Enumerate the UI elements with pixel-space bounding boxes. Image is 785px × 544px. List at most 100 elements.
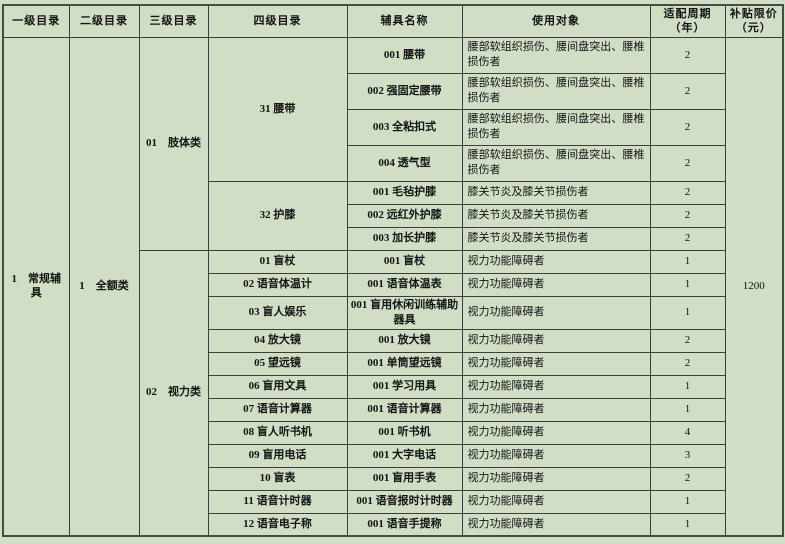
cell-device-name: 001 语音计算器 — [346, 397, 463, 422]
cell-device-name: 001 学习用具 — [346, 374, 463, 399]
cell-subsidy-limit: 1200 — [724, 36, 784, 537]
cell-adaptation-period: 2 — [649, 108, 726, 146]
cell-usage-target: 腰部软组织损伤、腰间盘突出、腰椎损伤者 — [461, 72, 651, 110]
cell-device-name: 001 盲杖 — [346, 249, 463, 274]
header-subsidy-limit-line1: 补贴限价 — [729, 8, 778, 20]
cell-level4-catalog: 03 盲人娱乐 — [207, 295, 348, 330]
cell-level4-catalog: 31 腰带 — [207, 36, 348, 182]
cell-level4-catalog: 05 望远镜 — [207, 351, 348, 376]
cell-adaptation-period: 2 — [649, 328, 726, 353]
cell-usage-target: 视力功能障碍者 — [461, 272, 651, 297]
cell-usage-target: 膝关节炎及膝关节损伤者 — [461, 226, 651, 251]
cell-device-name: 003 加长护膝 — [346, 226, 463, 251]
cell-level4-catalog: 01 盲杖 — [207, 249, 348, 274]
cell-device-name: 004 透气型 — [346, 144, 463, 182]
table-row: 07 语音计算器 001 语音计算器 视力功能障碍者 1 — [3, 397, 783, 422]
cell-adaptation-period: 2 — [649, 180, 726, 205]
cell-adaptation-period: 2 — [649, 226, 726, 251]
cell-adaptation-period: 1 — [649, 489, 726, 514]
cell-usage-target: 视力功能障碍者 — [461, 295, 651, 330]
cell-device-name: 001 毛毡护膝 — [346, 180, 463, 205]
table-row: 004 透气型 腰部软组织损伤、腰间盘突出、腰椎损伤者 2 — [3, 144, 783, 182]
table-row: 32 护膝 001 毛毡护膝 膝关节炎及膝关节损伤者 2 — [3, 180, 783, 251]
cell-device-name: 001 放大镜 — [346, 328, 463, 353]
cell-adaptation-period: 2 — [649, 351, 726, 376]
cell-level4-catalog: 06 盲用文具 — [207, 374, 348, 399]
table-row: 002 远红外护膝 膝关节炎及膝关节损伤者 2 — [3, 203, 783, 228]
header-level3-catalog: 三级目录 — [138, 4, 209, 38]
cell-device-name: 002 远红外护膝 — [346, 203, 463, 228]
cell-usage-target: 视力功能障碍者 — [461, 351, 651, 376]
cell-level2-catalog: 1 全额类 — [68, 36, 140, 537]
cell-adaptation-period: 1 — [649, 512, 726, 537]
cell-level4-catalog: 08 盲人听书机 — [207, 420, 348, 445]
table-row: 002 强固定腰带 腰部软组织损伤、腰间盘突出、腰椎损伤者 2 — [3, 72, 783, 110]
table-row: 02 视力类 01 盲杖 001 盲杖 视力功能障碍者 1 — [3, 249, 783, 537]
cell-device-name: 001 语音报时计时器 — [346, 489, 463, 514]
cell-adaptation-period: 2 — [649, 144, 726, 182]
header-adaptation-period-line1: 适配周期 — [663, 8, 712, 20]
cell-usage-target: 视力功能障碍者 — [461, 420, 651, 445]
header-usage-target: 使用对象 — [461, 4, 651, 38]
cell-adaptation-period: 1 — [649, 295, 726, 330]
table-row: 02 语音体温计 001 语音体温表 视力功能障碍者 1 — [3, 272, 783, 297]
cell-level3-vision-category: 02 视力类 — [138, 249, 209, 537]
cell-device-name: 001 语音手提称 — [346, 512, 463, 537]
header-subsidy-limit-line2: （元） — [735, 22, 772, 35]
cell-usage-target: 视力功能障碍者 — [461, 512, 651, 537]
cell-level4-catalog: 04 放大镜 — [207, 328, 348, 353]
header-adaptation-period-line2: （年） — [669, 22, 706, 35]
cell-level4-catalog: 32 护膝 — [207, 180, 348, 251]
cell-usage-target: 腰部软组织损伤、腰间盘突出、腰椎损伤者 — [461, 144, 651, 182]
cell-usage-target: 视力功能障碍者 — [461, 328, 651, 353]
cell-level4-catalog: 11 语音计时器 — [207, 489, 348, 514]
cell-adaptation-period: 1 — [649, 374, 726, 399]
cell-adaptation-period: 2 — [649, 36, 726, 74]
header-subsidy-limit: 补贴限价 （元） — [724, 4, 784, 38]
cell-usage-target: 视力功能障碍者 — [461, 443, 651, 468]
table-row: 11 语音计时器 001 语音报时计时器 视力功能障碍者 1 — [3, 489, 783, 514]
cell-device-name: 002 强固定腰带 — [346, 72, 463, 110]
cell-adaptation-period: 1 — [649, 397, 726, 422]
table-row: 06 盲用文具 001 学习用具 视力功能障碍者 1 — [3, 374, 783, 399]
cell-usage-target: 视力功能障碍者 — [461, 466, 651, 491]
header-level2-catalog: 二级目录 — [68, 4, 140, 38]
cell-level4-catalog: 09 盲用电话 — [207, 443, 348, 468]
cell-level1-catalog: 1 常规辅具 — [2, 36, 70, 537]
cell-level4-catalog: 02 语音体温计 — [207, 272, 348, 297]
cell-adaptation-period: 2 — [649, 72, 726, 110]
cell-usage-target: 腰部软组织损伤、腰间盘突出、腰椎损伤者 — [461, 108, 651, 146]
cell-device-name: 001 单筒望远镜 — [346, 351, 463, 376]
table-row: 09 盲用电话 001 大字电话 视力功能障碍者 3 — [3, 443, 783, 468]
cell-adaptation-period: 2 — [649, 203, 726, 228]
cell-device-name: 001 盲用休闲训练辅助器具 — [346, 295, 463, 330]
cell-adaptation-period: 1 — [649, 249, 726, 274]
table-row: 1 常规辅具 1 全额类 01 肢体类 31 腰带 001 腰带 腰部软组织损伤… — [2, 36, 784, 537]
cell-device-name: 001 盲用手表 — [346, 466, 463, 491]
cell-adaptation-period: 1 — [649, 272, 726, 297]
header-row: 一级目录 二级目录 三级目录 四级目录 辅具名称 使用对象 适配周期 （年） 补… — [2, 4, 784, 38]
subsidy-catalog-table: 一级目录 二级目录 三级目录 四级目录 辅具名称 使用对象 适配周期 （年） 补… — [2, 4, 784, 538]
cell-usage-target: 膝关节炎及膝关节损伤者 — [461, 203, 651, 228]
cell-device-name: 001 语音体温表 — [346, 272, 463, 297]
cell-usage-target: 腰部软组织损伤、腰间盘突出、腰椎损伤者 — [461, 36, 651, 74]
cell-device-name: 001 大字电话 — [346, 443, 463, 468]
cell-level4-catalog: 10 盲表 — [207, 466, 348, 491]
cell-usage-target: 视力功能障碍者 — [461, 397, 651, 422]
cell-usage-target: 视力功能障碍者 — [461, 489, 651, 514]
header-level1-catalog: 一级目录 — [2, 4, 70, 38]
cell-usage-target: 膝关节炎及膝关节损伤者 — [461, 180, 651, 205]
header-device-name: 辅具名称 — [346, 4, 463, 38]
cell-usage-target: 视力功能障碍者 — [461, 249, 651, 274]
cell-adaptation-period: 4 — [649, 420, 726, 445]
cell-usage-target: 视力功能障碍者 — [461, 374, 651, 399]
cell-device-name: 001 听书机 — [346, 420, 463, 445]
table-row: 003 全粘扣式 腰部软组织损伤、腰间盘突出、腰椎损伤者 2 — [3, 108, 783, 146]
cell-level4-catalog: 12 语音电子称 — [207, 512, 348, 537]
table-row: 003 加长护膝 膝关节炎及膝关节损伤者 2 — [3, 226, 783, 251]
table-row: 05 望远镜 001 单筒望远镜 视力功能障碍者 2 — [3, 351, 783, 376]
table-row: 12 语音电子称 001 语音手提称 视力功能障碍者 1 — [3, 512, 783, 537]
cell-level3-limb-category: 01 肢体类 — [138, 36, 209, 251]
cell-device-name: 003 全粘扣式 — [346, 108, 463, 146]
cell-device-name: 001 腰带 — [346, 36, 463, 74]
